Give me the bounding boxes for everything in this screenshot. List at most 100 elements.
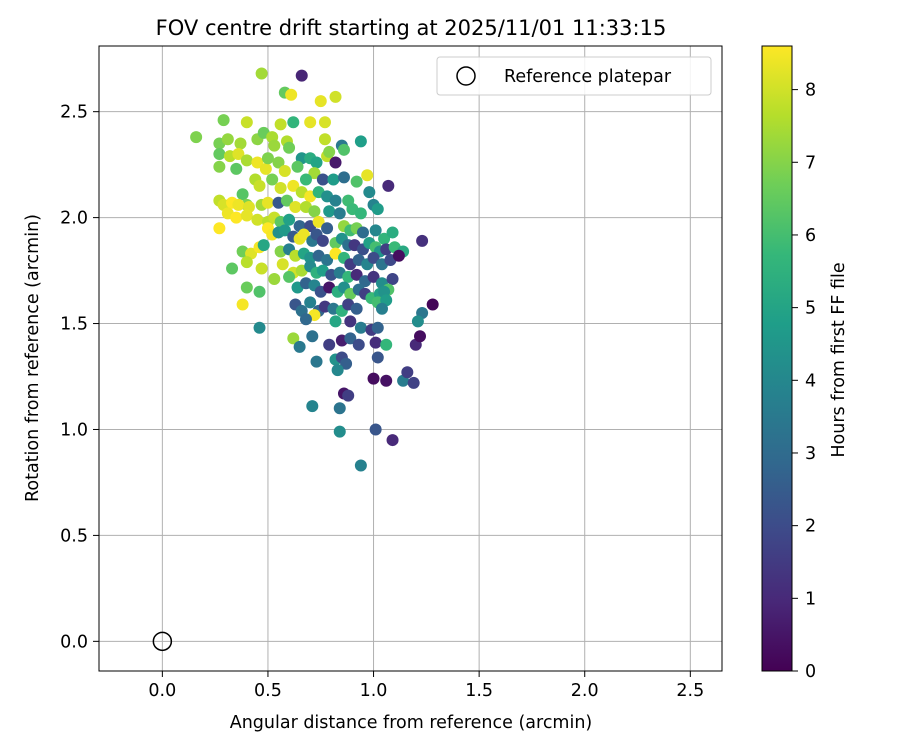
data-point bbox=[283, 141, 296, 154]
data-point bbox=[287, 179, 300, 192]
data-point bbox=[323, 145, 336, 158]
colorbar-ticks: 0 1 2 3 4 5 6 7 8 bbox=[792, 81, 816, 682]
data-point bbox=[327, 173, 340, 186]
data-point bbox=[329, 90, 342, 103]
data-point bbox=[321, 222, 334, 235]
data-point bbox=[304, 116, 317, 129]
chart-title: FOV centre drift starting at 2025/11/01 … bbox=[156, 16, 667, 40]
data-point bbox=[257, 239, 270, 252]
data-point bbox=[293, 340, 306, 353]
data-point bbox=[367, 251, 380, 264]
colorbar-tick-label: 3 bbox=[805, 444, 816, 464]
x-tick-label: 2.0 bbox=[571, 681, 599, 701]
data-point bbox=[295, 69, 308, 82]
data-point bbox=[378, 232, 391, 245]
data-point bbox=[316, 173, 329, 186]
data-point bbox=[337, 171, 350, 184]
data-point bbox=[342, 389, 355, 402]
data-point bbox=[253, 321, 266, 334]
data-point bbox=[401, 366, 414, 379]
x-tick-label: 1.0 bbox=[360, 681, 388, 701]
data-point bbox=[299, 313, 312, 326]
legend-box bbox=[436, 56, 712, 96]
y-tick-label: 2.5 bbox=[60, 103, 88, 123]
data-point bbox=[329, 156, 342, 169]
data-point bbox=[380, 338, 393, 351]
data-point bbox=[297, 228, 310, 241]
legend-label: Reference platepar bbox=[504, 67, 672, 87]
plot-frame bbox=[98, 45, 723, 672]
data-point bbox=[310, 355, 323, 368]
colorbar: 0 1 2 3 4 5 6 7 8 Hours from first FF file bbox=[761, 45, 849, 682]
data-point bbox=[340, 357, 353, 370]
data-point bbox=[371, 321, 384, 334]
data-point bbox=[323, 205, 336, 218]
data-point bbox=[236, 298, 249, 311]
data-point bbox=[356, 226, 369, 239]
data-point bbox=[253, 179, 266, 192]
data-point bbox=[386, 226, 399, 239]
data-point bbox=[361, 169, 374, 182]
data-point bbox=[333, 425, 346, 438]
x-tick-label: 2.5 bbox=[676, 681, 704, 701]
data-point bbox=[213, 148, 226, 161]
data-point bbox=[255, 262, 268, 275]
data-point bbox=[278, 165, 291, 177]
data-point bbox=[278, 224, 291, 237]
data-point bbox=[344, 315, 357, 328]
data-point bbox=[251, 213, 264, 226]
data-point bbox=[310, 156, 323, 169]
data-point bbox=[380, 374, 393, 387]
data-point bbox=[274, 181, 287, 194]
y-axis-label: Rotation from reference (arcmin) bbox=[23, 214, 43, 502]
data-point bbox=[240, 154, 253, 167]
data-point bbox=[354, 459, 367, 472]
data-point bbox=[261, 196, 274, 209]
data-point bbox=[354, 135, 367, 148]
data-point bbox=[276, 258, 289, 271]
colorbar-tick-label: 0 bbox=[805, 662, 816, 682]
data-point bbox=[236, 188, 249, 201]
data-point bbox=[213, 160, 226, 173]
data-point bbox=[321, 253, 334, 266]
data-point bbox=[333, 207, 346, 220]
data-point bbox=[251, 156, 264, 169]
data-point bbox=[367, 270, 380, 283]
data-point bbox=[352, 338, 365, 351]
data-point bbox=[253, 285, 266, 298]
data-point bbox=[283, 213, 296, 226]
data-point bbox=[283, 270, 296, 283]
x-axis-ticks: 0.0 0.5 1.0 1.5 2.0 2.5 bbox=[148, 671, 704, 701]
data-point bbox=[261, 152, 274, 165]
data-point bbox=[230, 162, 243, 175]
data-point bbox=[285, 88, 298, 101]
y-tick-label: 2.0 bbox=[60, 209, 88, 229]
legend-marker bbox=[456, 66, 476, 86]
data-point bbox=[240, 281, 253, 294]
colorbar-label: Hours from first FF file bbox=[829, 262, 849, 457]
data-point bbox=[255, 67, 268, 80]
data-point bbox=[232, 198, 245, 211]
data-point bbox=[416, 234, 429, 247]
data-point bbox=[350, 302, 363, 315]
data-point bbox=[329, 194, 342, 207]
data-point bbox=[190, 131, 203, 144]
data-point bbox=[318, 133, 331, 146]
data-point bbox=[259, 162, 272, 175]
data-point bbox=[268, 139, 281, 152]
data-point bbox=[240, 209, 253, 222]
data-point bbox=[386, 273, 399, 286]
data-point bbox=[268, 273, 281, 286]
colorbar-tick-label: 2 bbox=[805, 517, 816, 537]
data-point bbox=[299, 173, 312, 186]
data-point bbox=[367, 372, 380, 385]
x-tick-label: 0.5 bbox=[254, 681, 282, 701]
legend: Reference platepar bbox=[436, 56, 712, 96]
y-tick-label: 0.5 bbox=[60, 526, 88, 546]
data-point bbox=[344, 332, 357, 345]
data-point bbox=[392, 249, 405, 262]
data-point bbox=[240, 116, 253, 129]
data-point bbox=[280, 194, 293, 207]
data-point bbox=[272, 156, 285, 169]
